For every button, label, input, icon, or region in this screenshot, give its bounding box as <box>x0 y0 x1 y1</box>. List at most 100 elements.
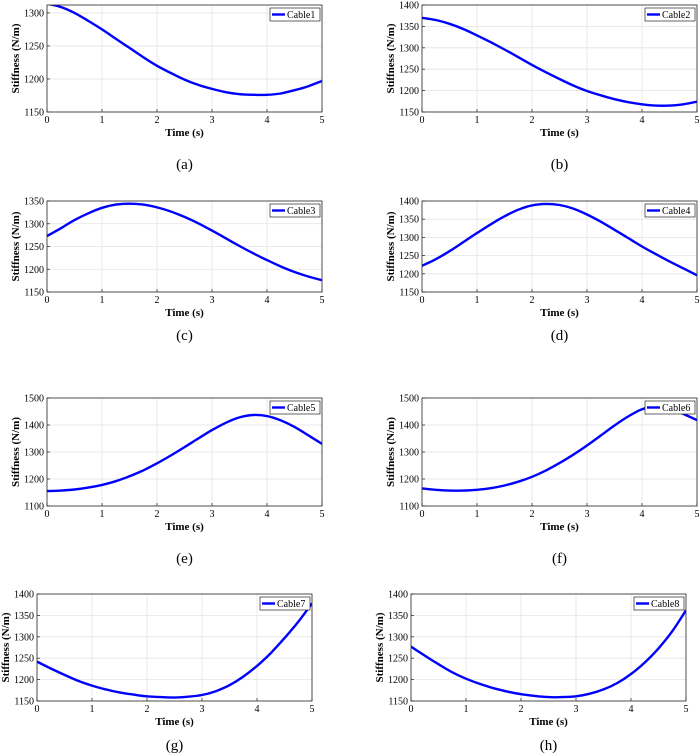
legend-box <box>644 400 696 415</box>
y-tick-label: 1200 <box>24 74 44 85</box>
x-tick-label: 0 <box>420 115 425 126</box>
x-tick-label: 4 <box>255 704 260 715</box>
panel-caption: (g) <box>166 738 184 754</box>
legend-box <box>259 596 311 611</box>
x-tick-label: 1 <box>475 115 480 126</box>
x-tick-label: 5 <box>684 704 689 715</box>
y-axis-label: Stiffness (N/m) <box>0 612 12 682</box>
y-tick-label: 1350 <box>24 197 44 208</box>
x-tick-label: 3 <box>210 509 215 520</box>
legend-box <box>269 203 321 218</box>
x-tick-label: 2 <box>530 115 535 126</box>
y-tick-label: 1300 <box>399 448 419 459</box>
legend-label: Cable6 <box>662 403 690 414</box>
legend-box <box>633 596 685 611</box>
y-tick-label: 1200 <box>14 675 34 686</box>
plot-area <box>422 5 697 112</box>
x-tick-label: 2 <box>530 295 535 306</box>
series-line-cable2 <box>422 16 697 107</box>
chart-panel-7: 0 1 2 3 4 5 1150 1200 1250 1300 1350 1400 Cable7 Time… <box>0 590 315 755</box>
x-tick-label: 4 <box>265 509 270 520</box>
y-tick-label: 1200 <box>399 475 419 486</box>
x-tick-label: 1 <box>100 295 105 306</box>
y-tick-label: 1300 <box>399 43 419 54</box>
panel-caption: (b) <box>551 157 569 173</box>
x-tick-label: 1 <box>100 115 105 126</box>
chart-panel-5: 0 1 2 3 4 5 1100 1200 1300 1400 1500 Cable5 Time (s)… <box>10 394 325 568</box>
x-tick-label: 5 <box>320 509 325 520</box>
y-tick-label: 1300 <box>24 219 44 230</box>
x-tick-label: 1 <box>90 704 95 715</box>
legend-label: Cable7 <box>277 599 305 610</box>
legend-label: Cable8 <box>651 599 679 610</box>
x-tick-label: 3 <box>200 704 205 715</box>
series-line-cable7 <box>37 602 312 699</box>
y-tick-label: 1300 <box>399 233 419 244</box>
x-tick-label: 4 <box>640 295 645 306</box>
x-tick-label: 5 <box>695 509 700 520</box>
y-tick-label: 1150 <box>399 288 419 299</box>
x-tick-label: 4 <box>265 115 270 126</box>
axes-box <box>421 397 698 507</box>
y-axis-label: Stiffness (N/m) <box>10 211 22 281</box>
chart-panel-6: 0 1 2 3 4 5 1100 1200 1300 1400 1500 Cable6 Time (s)… <box>385 394 700 568</box>
y-tick-label: 1200 <box>24 475 44 486</box>
x-axis-label: Time (s) <box>540 521 579 533</box>
x-tick-label: 2 <box>530 509 535 520</box>
axes-box <box>46 397 323 507</box>
x-tick-label: 2 <box>155 295 160 306</box>
panel-caption: (f) <box>552 551 567 567</box>
y-axis-label: Stiffness (N/m) <box>385 23 397 93</box>
series-line-cable8 <box>411 609 686 699</box>
y-tick-label: 1350 <box>14 611 34 622</box>
axes-box <box>421 4 698 113</box>
x-tick-label: 3 <box>585 295 590 306</box>
x-tick-label: 0 <box>45 509 50 520</box>
x-tick-label: 5 <box>320 295 325 306</box>
y-tick-label: 1400 <box>399 421 419 432</box>
x-tick-label: 0 <box>420 509 425 520</box>
x-tick-label: 1 <box>464 704 469 715</box>
axes-box <box>46 4 323 113</box>
x-tick-label: 4 <box>265 295 270 306</box>
series-line-cable5 <box>47 413 322 493</box>
x-axis-label: Time (s) <box>165 521 204 533</box>
chart-panel-8: 0 1 2 3 4 5 1150 1200 1250 1300 1350 1400 Cable8 Time… <box>374 590 689 755</box>
x-tick-label: 3 <box>210 115 215 126</box>
series-line-cable3 <box>47 202 322 282</box>
legend-label: Cable5 <box>287 403 315 414</box>
legend-label: Cable1 <box>287 10 315 21</box>
panel-caption: (h) <box>540 738 558 754</box>
legend-box <box>269 400 321 415</box>
legend-box <box>644 203 696 218</box>
series-line-cable4 <box>422 202 697 277</box>
axes-box <box>421 200 698 293</box>
x-tick-label: 5 <box>695 295 700 306</box>
y-tick-label: 1150 <box>24 108 44 119</box>
axes-box <box>36 593 313 702</box>
y-tick-label: 1250 <box>388 654 408 665</box>
x-tick-label: 0 <box>35 704 40 715</box>
y-tick-label: 1350 <box>399 22 419 33</box>
series-line-cable1 <box>47 5 322 97</box>
y-tick-label: 1250 <box>399 251 419 262</box>
chart-panel-2: 0 1 2 3 4 5 1150 1200 1250 1300 1350 1400 Cable2 Time… <box>385 1 700 174</box>
y-tick-label: 1250 <box>24 242 44 253</box>
x-axis-label: Time (s) <box>540 127 579 139</box>
x-axis-label: Time (s) <box>540 307 579 319</box>
y-tick-label: 1400 <box>24 421 44 432</box>
x-tick-label: 3 <box>574 704 579 715</box>
y-axis-label: Stiffness (N/m) <box>385 211 397 281</box>
x-tick-label: 0 <box>420 295 425 306</box>
x-tick-label: 2 <box>145 704 150 715</box>
x-tick-label: 2 <box>519 704 524 715</box>
axes-box <box>410 593 687 702</box>
x-tick-label: 1 <box>475 509 480 520</box>
panel-caption: (a) <box>176 157 193 173</box>
x-tick-label: 1 <box>100 509 105 520</box>
y-tick-label: 1100 <box>399 502 419 513</box>
x-tick-label: 4 <box>640 115 645 126</box>
legend-label: Cable4 <box>662 206 690 217</box>
y-tick-label: 1300 <box>388 632 408 643</box>
y-tick-label: 1300 <box>24 8 44 19</box>
